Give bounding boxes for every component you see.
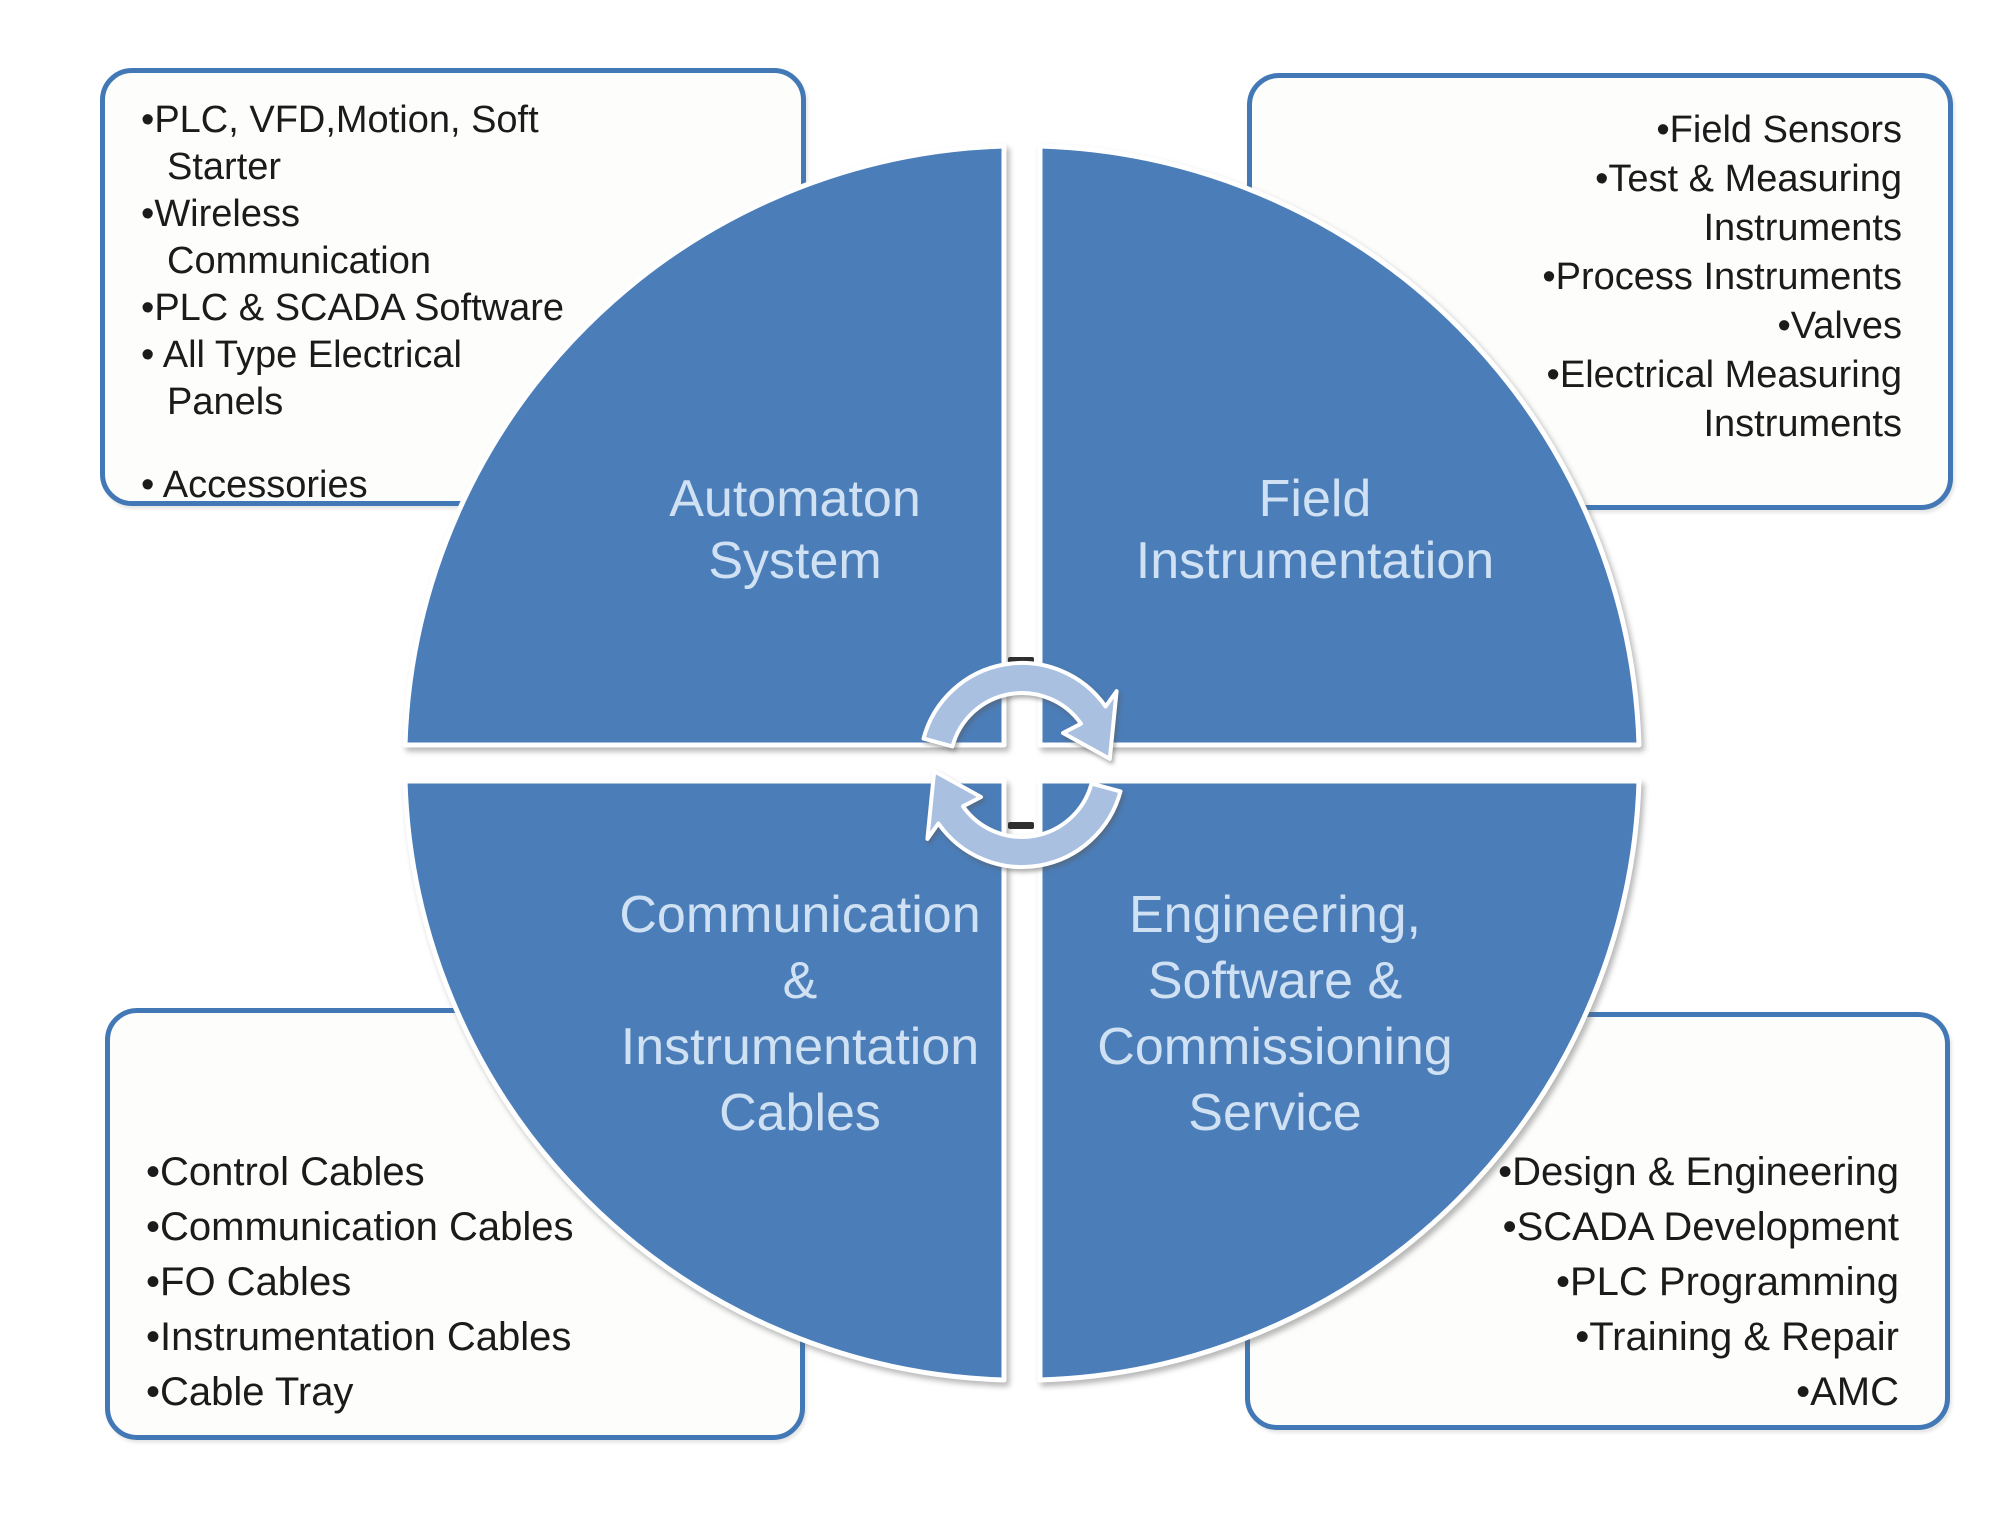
divider-tick-bottom [1008, 822, 1034, 829]
quadrant-label-communication-cables: Communication & Instrumentation Cables [575, 882, 1025, 1146]
quadrant-label-automation-system: Automaton System [570, 468, 1020, 592]
label-line: Engineering, [1129, 886, 1421, 944]
list-item: •PLC Programming [1555, 1260, 1899, 1304]
bullet-glyph: • [1777, 305, 1791, 347]
list-item: •Electrical Measuring Instruments [1546, 354, 1902, 445]
callout-list: •Control Cables •Communication Cables •FO … [110, 1013, 800, 1420]
quadrant-bottom-right-shape [1037, 778, 1642, 1383]
label-line: System [708, 532, 882, 590]
label-line: Software & [1147, 952, 1403, 1010]
label-line: Commissioning [1097, 1018, 1453, 1076]
label-line: Cables [719, 1084, 881, 1142]
label-line: Field [1258, 470, 1372, 528]
bullet-glyph: • [146, 1370, 161, 1414]
quadrant-top-right-shape [1037, 143, 1642, 748]
list-item: •Test & Measuring Instruments [1595, 158, 1902, 249]
callout-list: •PLC, VFD,Motion, Soft Starter •Wireless Co… [105, 73, 801, 509]
cycle-arrow-top [921, 660, 1119, 761]
list-item: •Training & Repair [1575, 1315, 1899, 1359]
quadrant-top-left-shape [402, 143, 1007, 748]
bullet-glyph: • [146, 1260, 161, 1304]
bullet-glyph: • [141, 193, 155, 235]
bullet-glyph: • [1498, 1150, 1513, 1194]
list-item: • Accessories [141, 464, 368, 506]
label-line: & [782, 952, 818, 1010]
list-item: •Wireless Communication [141, 193, 431, 282]
list-item: •Control Cables [146, 1150, 425, 1194]
bullet-glyph: • [141, 99, 155, 141]
list-item: •Process Instruments [1542, 256, 1902, 298]
bullet-glyph: • [146, 1150, 161, 1194]
bullet-glyph: • [1656, 109, 1670, 151]
list-item: •Valves [1777, 305, 1902, 347]
bullet-glyph: • [1546, 354, 1560, 396]
bullet-glyph: • [1575, 1315, 1590, 1359]
label-line: Instrumentation [620, 1018, 980, 1076]
list-item: •SCADA Development [1502, 1205, 1899, 1249]
bullet-glyph: • [1595, 158, 1609, 200]
list-item: •PLC & SCADA Software [141, 287, 565, 329]
bullet-glyph: • [141, 464, 163, 506]
bullet-glyph: • [146, 1205, 161, 1249]
label-line: Instrumentation [1135, 532, 1495, 590]
callout-list: •Field Sensors •Test & Measuring Instrumen… [1252, 78, 1948, 449]
label-line: Communication [619, 886, 981, 944]
cycle-arrow-bottom [925, 769, 1123, 870]
label-line: Automaton [669, 470, 921, 528]
quadrant-label-engineering-service: Engineering, Software & Commissioning Servi… [1040, 882, 1510, 1146]
list-item: •Cable Tray [146, 1370, 354, 1414]
bullet-glyph: • [141, 334, 163, 376]
label-line: Service [1188, 1084, 1362, 1142]
quadrant-bottom-left-shape [402, 778, 1007, 1383]
list-item: •PLC, VFD,Motion, Soft Starter [141, 99, 539, 188]
list-item: •Field Sensors [1656, 109, 1902, 151]
bullet-glyph: • [1796, 1370, 1811, 1414]
bullet-glyph: • [1555, 1260, 1570, 1304]
bullet-glyph: • [1502, 1205, 1517, 1249]
bullet-glyph: • [141, 287, 155, 329]
quadrant-label-field-instrumentation: Field Instrumentation [1075, 468, 1555, 592]
bullet-glyph: • [1542, 256, 1556, 298]
list-item: •Communication Cables [146, 1205, 574, 1249]
list-item: •Instrumentation Cables [146, 1315, 572, 1359]
list-item: •Design & Engineering [1498, 1150, 1899, 1194]
bullet-glyph: • [146, 1315, 161, 1359]
list-item: •AMC [1796, 1370, 1899, 1414]
callout-list: •Design & Engineering •SCADA Development •… [1250, 1017, 1945, 1420]
list-item: •FO Cables [146, 1260, 352, 1304]
list-item: • All Type Electrical Panels [141, 334, 462, 423]
